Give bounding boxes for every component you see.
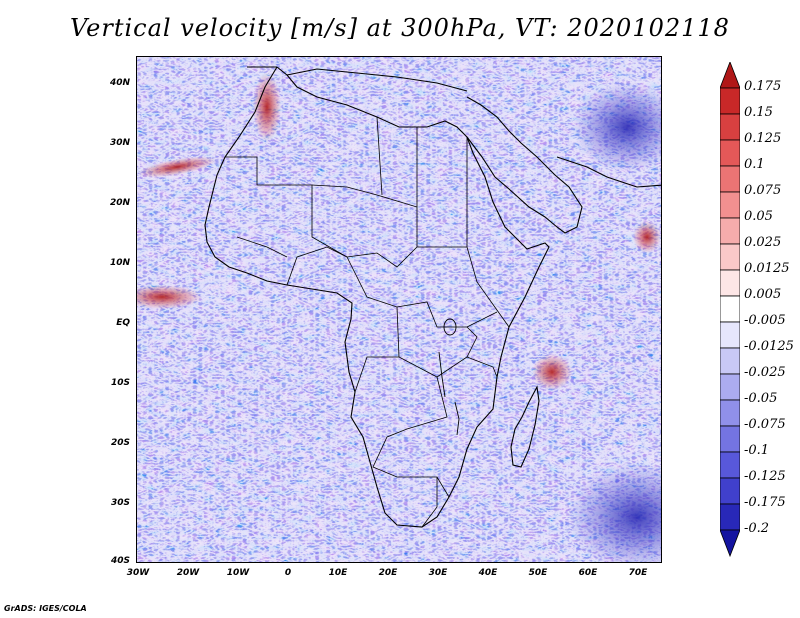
ascent-atlantic-north [137, 156, 217, 178]
lat-label-10n: 10N [109, 258, 130, 268]
lat-label-10s: 10S [110, 378, 130, 388]
colorbar-label: -0.125 [744, 469, 786, 484]
colorbar-cell [720, 165, 740, 193]
colorbar-cell [720, 451, 740, 479]
colorbar-label: 0.005 [744, 287, 782, 302]
colorbar-label: -0.005 [744, 313, 786, 328]
lon-label-10e: 10E [328, 568, 348, 578]
lat-label-40s: 40S [110, 556, 130, 566]
colorbar-cell [720, 243, 740, 271]
lon-label-20w: 20W [176, 568, 200, 578]
colorbar-cell [720, 529, 740, 558]
ascent-morocco [253, 72, 281, 142]
lat-label-20s: 20S [110, 438, 130, 448]
colorbar-label: -0.2 [744, 521, 770, 536]
lon-label-40e: 40E [478, 568, 498, 578]
colorbar-cell [720, 295, 740, 323]
colorbar-label: 0.15 [744, 105, 773, 120]
colorbar-cell [720, 87, 740, 115]
lon-label-30e: 30E [428, 568, 448, 578]
colorbar-cell [720, 477, 740, 505]
footer-credit: GrADS: IGES/COLA [4, 604, 87, 613]
lon-label-70e: 70E [628, 568, 648, 578]
ascent-madagascar-east [532, 354, 572, 390]
ascent-atlantic-band [137, 285, 202, 309]
lon-label-50e: 50E [528, 568, 548, 578]
map-title: Vertical velocity [m/s] at 300hPa, VT: 2… [70, 14, 730, 42]
colorbar-cell [720, 347, 740, 375]
colorbar-cell [720, 113, 740, 141]
madagascar-coast [510, 385, 540, 468]
lon-label-60e: 60E [578, 568, 598, 578]
colorbar-cell [720, 191, 740, 219]
lon-label-30w: 30W [126, 568, 150, 578]
colorbar-cell [720, 217, 740, 245]
lat-label-30n: 30N [109, 138, 130, 148]
field-speckle [137, 57, 661, 562]
colorbar-label: 0.025 [744, 235, 782, 250]
velocity-field-map [137, 57, 661, 562]
colorbar-label: 0.175 [744, 79, 782, 94]
ascent-arabian-sea [633, 221, 661, 253]
colorbar-label: -0.175 [744, 495, 786, 510]
map-plot-area [136, 56, 662, 563]
colorbar-label: -0.1 [744, 443, 770, 458]
colorbar [720, 62, 740, 558]
colorbar-cell [720, 321, 740, 349]
colorbar-cell [720, 503, 740, 531]
colorbar-label: -0.0125 [744, 339, 794, 354]
descent-region-middle-east [572, 82, 661, 172]
colorbar-cell [720, 139, 740, 167]
lat-label-20n: 20N [109, 198, 130, 208]
country-borders [225, 116, 510, 528]
colorbar-cell [720, 62, 740, 89]
colorbar-label: 0.1 [744, 157, 765, 172]
colorbar-label: 0.0125 [744, 261, 790, 276]
colorbar-label: 0.05 [744, 209, 773, 224]
colorbar-label: -0.05 [744, 391, 778, 406]
lon-label-20e: 20E [378, 568, 398, 578]
lat-label-30s: 30S [110, 498, 130, 508]
lakes [438, 318, 460, 436]
lon-label-10w: 10W [226, 568, 250, 578]
colorbar-label: 0.075 [744, 183, 782, 198]
strong-descent-region [567, 462, 661, 562]
colorbar-cell [720, 399, 740, 427]
lon-label-0: 0 [284, 568, 292, 578]
colorbar-cell [720, 269, 740, 297]
colorbar-label: 0.125 [744, 131, 782, 146]
colorbar-label: -0.025 [744, 365, 786, 380]
colorbar-label: -0.075 [744, 417, 786, 432]
lat-label-40n: 40N [109, 78, 130, 88]
lat-label-eq: EQ [116, 318, 130, 328]
colorbar-cell [720, 425, 740, 453]
colorbar-cell [720, 373, 740, 401]
